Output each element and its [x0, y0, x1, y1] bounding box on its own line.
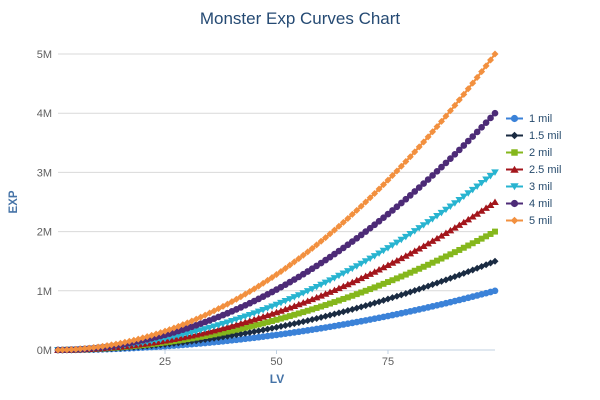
y-axis-title: EXP	[8, 190, 20, 214]
y-tick-label: 0M	[37, 345, 52, 357]
y-tick-label: 3M	[37, 167, 52, 179]
x-axis-title: LV	[269, 372, 285, 386]
legend-label: 2.5 mil	[529, 163, 562, 176]
legend-label: 1 mil	[529, 112, 553, 125]
legend-item-4-mil[interactable]: 4 mil	[506, 195, 561, 212]
legend-item-2-mil[interactable]: 2 mil	[506, 144, 561, 161]
circle-marker-icon	[506, 114, 523, 123]
legend-label: 5 mil	[529, 214, 553, 227]
legend-label: 3 mil	[529, 180, 553, 193]
diamond-marker-icon	[506, 131, 523, 140]
legend-item-1-mil[interactable]: 1 mil	[506, 110, 561, 127]
legend-item-5-mil[interactable]: 5 mil	[506, 212, 561, 229]
x-tick-label: 25	[159, 356, 171, 368]
triangle-up-marker-icon	[506, 165, 523, 173]
y-tick-label: 4M	[37, 108, 52, 120]
legend-label: 1.5 mil	[529, 129, 562, 142]
x-tick-label: 75	[382, 356, 394, 368]
diamond-marker-icon	[506, 216, 523, 225]
chart-title: Monster Exp Curves Chart	[199, 9, 401, 28]
x-tick-label: 50	[270, 356, 282, 368]
legend-item-2-5-mil[interactable]: 2.5 mil	[506, 161, 561, 178]
y-tick-label: 1M	[37, 286, 52, 298]
series-1-mil[interactable]	[54, 287, 499, 354]
square-marker-icon	[506, 149, 523, 156]
circle-marker-icon	[506, 199, 523, 208]
y-tick-label: 5M	[37, 49, 52, 61]
series-5-mil[interactable]	[54, 50, 499, 354]
legend: 1 mil 1.5 mil 2 mil 2.5 mil 3 mil 4 mil 5 mil	[506, 110, 561, 229]
triangle-down-marker-icon	[506, 183, 523, 191]
legend-item-3-mil[interactable]: 3 mil	[506, 178, 561, 195]
legend-item-1-5-mil[interactable]: 1.5 mil	[506, 127, 561, 144]
legend-label: 4 mil	[529, 197, 553, 210]
legend-label: 2 mil	[529, 146, 553, 159]
y-tick-label: 2M	[37, 227, 52, 239]
